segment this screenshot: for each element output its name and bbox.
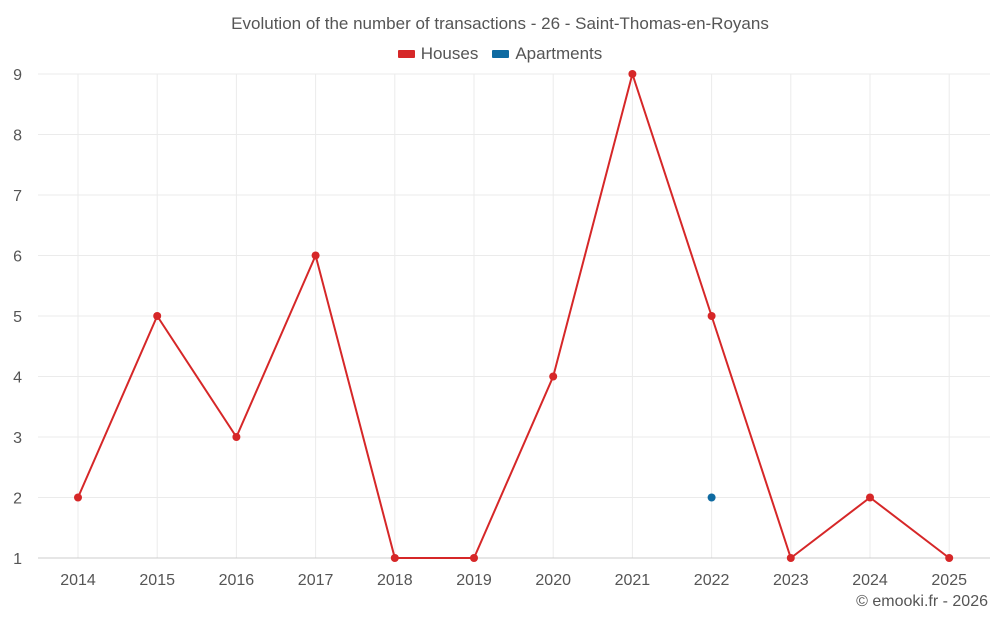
x-tick-label: 2018 bbox=[377, 572, 413, 589]
data-point-houses bbox=[549, 372, 558, 381]
legend-label-apartments: Apartments bbox=[515, 44, 603, 63]
y-tick-label: 1 bbox=[13, 551, 22, 568]
x-tick-label: 2014 bbox=[60, 572, 96, 589]
x-tick-label: 2020 bbox=[535, 572, 571, 589]
x-tick-label: 2022 bbox=[694, 572, 730, 589]
legend-item-apartments[interactable]: Apartments bbox=[492, 44, 602, 64]
data-point-houses bbox=[470, 554, 478, 562]
data-point-houses bbox=[786, 554, 795, 562]
data-point-houses bbox=[311, 251, 320, 260]
y-tick-label: 9 bbox=[13, 67, 22, 84]
x-tick-label: 2016 bbox=[219, 572, 255, 589]
chart-title: Evolution of the number of transactions … bbox=[231, 14, 769, 33]
legend-swatch-apartments bbox=[492, 50, 510, 58]
x-tick-label: 2024 bbox=[852, 572, 888, 589]
y-tick-label: 2 bbox=[13, 491, 22, 508]
x-tick-label: 2025 bbox=[931, 572, 967, 589]
data-point-apartments bbox=[707, 493, 716, 502]
legend-item-houses[interactable]: Houses bbox=[397, 44, 479, 64]
series-layer bbox=[74, 70, 954, 562]
y-tick-label: 5 bbox=[13, 309, 22, 326]
y-tick-label: 4 bbox=[13, 370, 22, 387]
legend-swatch-houses bbox=[397, 50, 415, 58]
x-tick-label: 2017 bbox=[298, 572, 334, 589]
x-tick-label: 2021 bbox=[615, 572, 651, 589]
data-point-houses bbox=[232, 433, 241, 441]
axis-layer: 1 2 3 4 5 6 7 8 9 2014 2015 2016 2017 2018 2019 2020 202… bbox=[13, 67, 990, 589]
y-tick-label: 6 bbox=[13, 249, 22, 266]
x-tick-label: 2019 bbox=[456, 572, 492, 589]
data-point-houses bbox=[866, 493, 874, 502]
data-point-houses bbox=[74, 493, 82, 502]
data-point-houses bbox=[390, 554, 399, 562]
data-point-houses bbox=[707, 312, 716, 320]
data-point-houses bbox=[153, 312, 162, 320]
data-point-houses bbox=[945, 554, 954, 562]
grid-layer bbox=[38, 73, 990, 559]
y-tick-label: 7 bbox=[13, 188, 22, 205]
y-tick-label: 3 bbox=[13, 430, 22, 447]
y-tick-label: 8 bbox=[13, 128, 22, 145]
x-tick-label: 2015 bbox=[139, 572, 175, 589]
x-tick-label: 2023 bbox=[773, 572, 809, 589]
data-point-houses bbox=[628, 70, 637, 78]
legend-label-houses: Houses bbox=[420, 44, 479, 63]
series-line-houses bbox=[77, 73, 950, 559]
legend: Houses Apartments bbox=[0, 44, 1000, 64]
credit-text: © emooki.fr - 2026 bbox=[856, 593, 988, 610]
